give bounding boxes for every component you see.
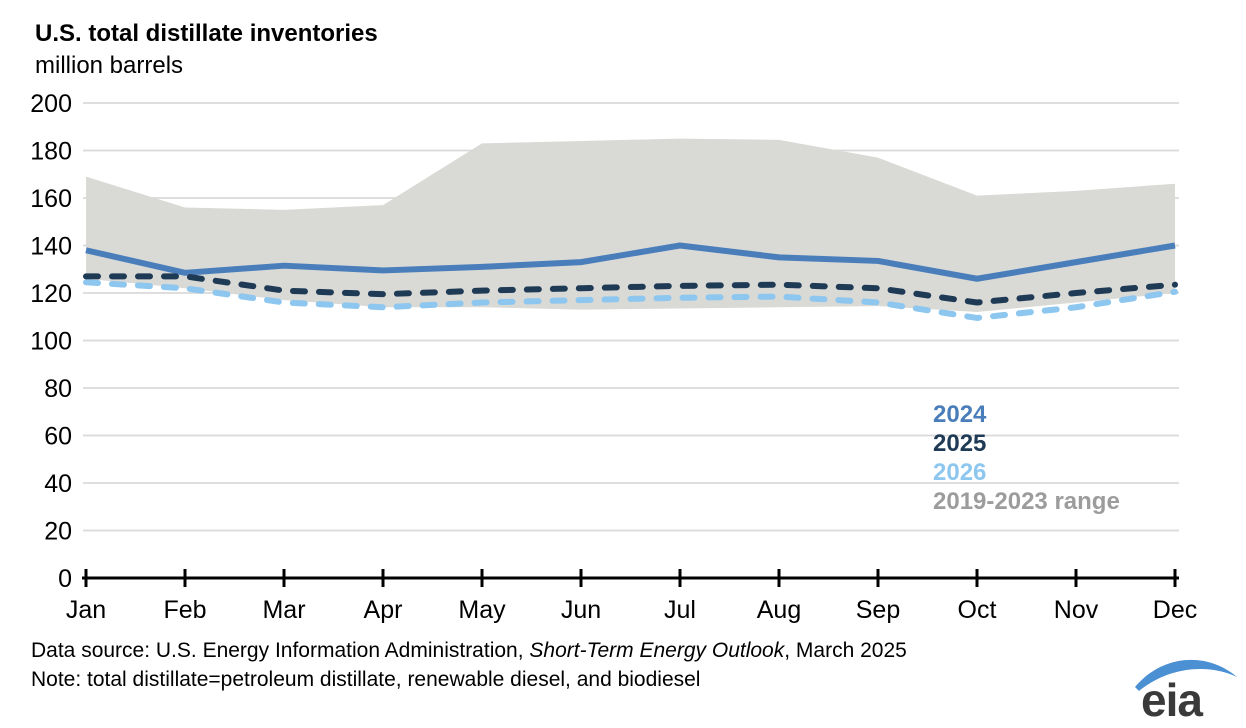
chart-title: U.S. total distillate inventories — [35, 20, 378, 47]
legend-label-2026: 2026 — [933, 459, 986, 486]
x-tick-label: Jun — [561, 596, 601, 624]
x-tick-label: Aug — [757, 596, 801, 624]
data-source-prefix: Data source: U.S. Energy Information Adm… — [31, 639, 530, 662]
x-tick-label: May — [458, 596, 506, 624]
y-tick-label: 60 — [44, 423, 72, 451]
eia-logo-text: eia — [1141, 674, 1203, 724]
x-tick-label: Sep — [856, 596, 900, 624]
y-tick-label: 0 — [58, 565, 72, 593]
series-line-2025 — [83, 273, 1178, 306]
y-tick-label: 140 — [30, 233, 72, 261]
data-source-publication: Short-Term Energy Outlook — [529, 639, 785, 662]
definition-note: Note: total distillate=petroleum distill… — [31, 668, 701, 691]
y-tick-label: 160 — [30, 185, 72, 213]
x-tick-label: Apr — [364, 596, 403, 624]
data-source-note: Data source: U.S. Energy Information Adm… — [31, 636, 907, 665]
data-source-date: , March 2025 — [784, 639, 907, 662]
y-tick-label: 40 — [44, 470, 72, 498]
y-tick-label: 120 — [30, 280, 72, 308]
x-tick-label: Oct — [958, 596, 997, 624]
chart-unit-label: million barrels — [35, 52, 184, 79]
x-tick-label: Jan — [66, 596, 106, 624]
x-tick-label: Mar — [262, 596, 305, 624]
legend-label-range: 2019-2023 range — [933, 488, 1120, 515]
x-tick-label: Dec — [1153, 596, 1197, 624]
series-line-2024 — [85, 242, 1176, 282]
eia-logo: eia — [1135, 659, 1237, 724]
x-tick-label: Jul — [664, 596, 696, 624]
y-tick-label: 180 — [30, 138, 72, 166]
chart-footnotes: Data source: U.S. Energy Information Adm… — [31, 636, 907, 694]
x-tick-label: Feb — [163, 596, 206, 624]
legend-label-2025: 2025 — [933, 430, 986, 457]
eia-logo-swoosh-icon — [1135, 659, 1237, 691]
x-tick-label: Nov — [1054, 596, 1099, 624]
y-tick-label: 80 — [44, 375, 72, 403]
y-tick-label: 20 — [44, 518, 72, 546]
legend-label-2024: 2024 — [933, 401, 987, 428]
y-tick-label: 100 — [30, 328, 72, 356]
y-tick-label: 200 — [30, 90, 72, 118]
series-line-2026 — [83, 279, 1178, 321]
